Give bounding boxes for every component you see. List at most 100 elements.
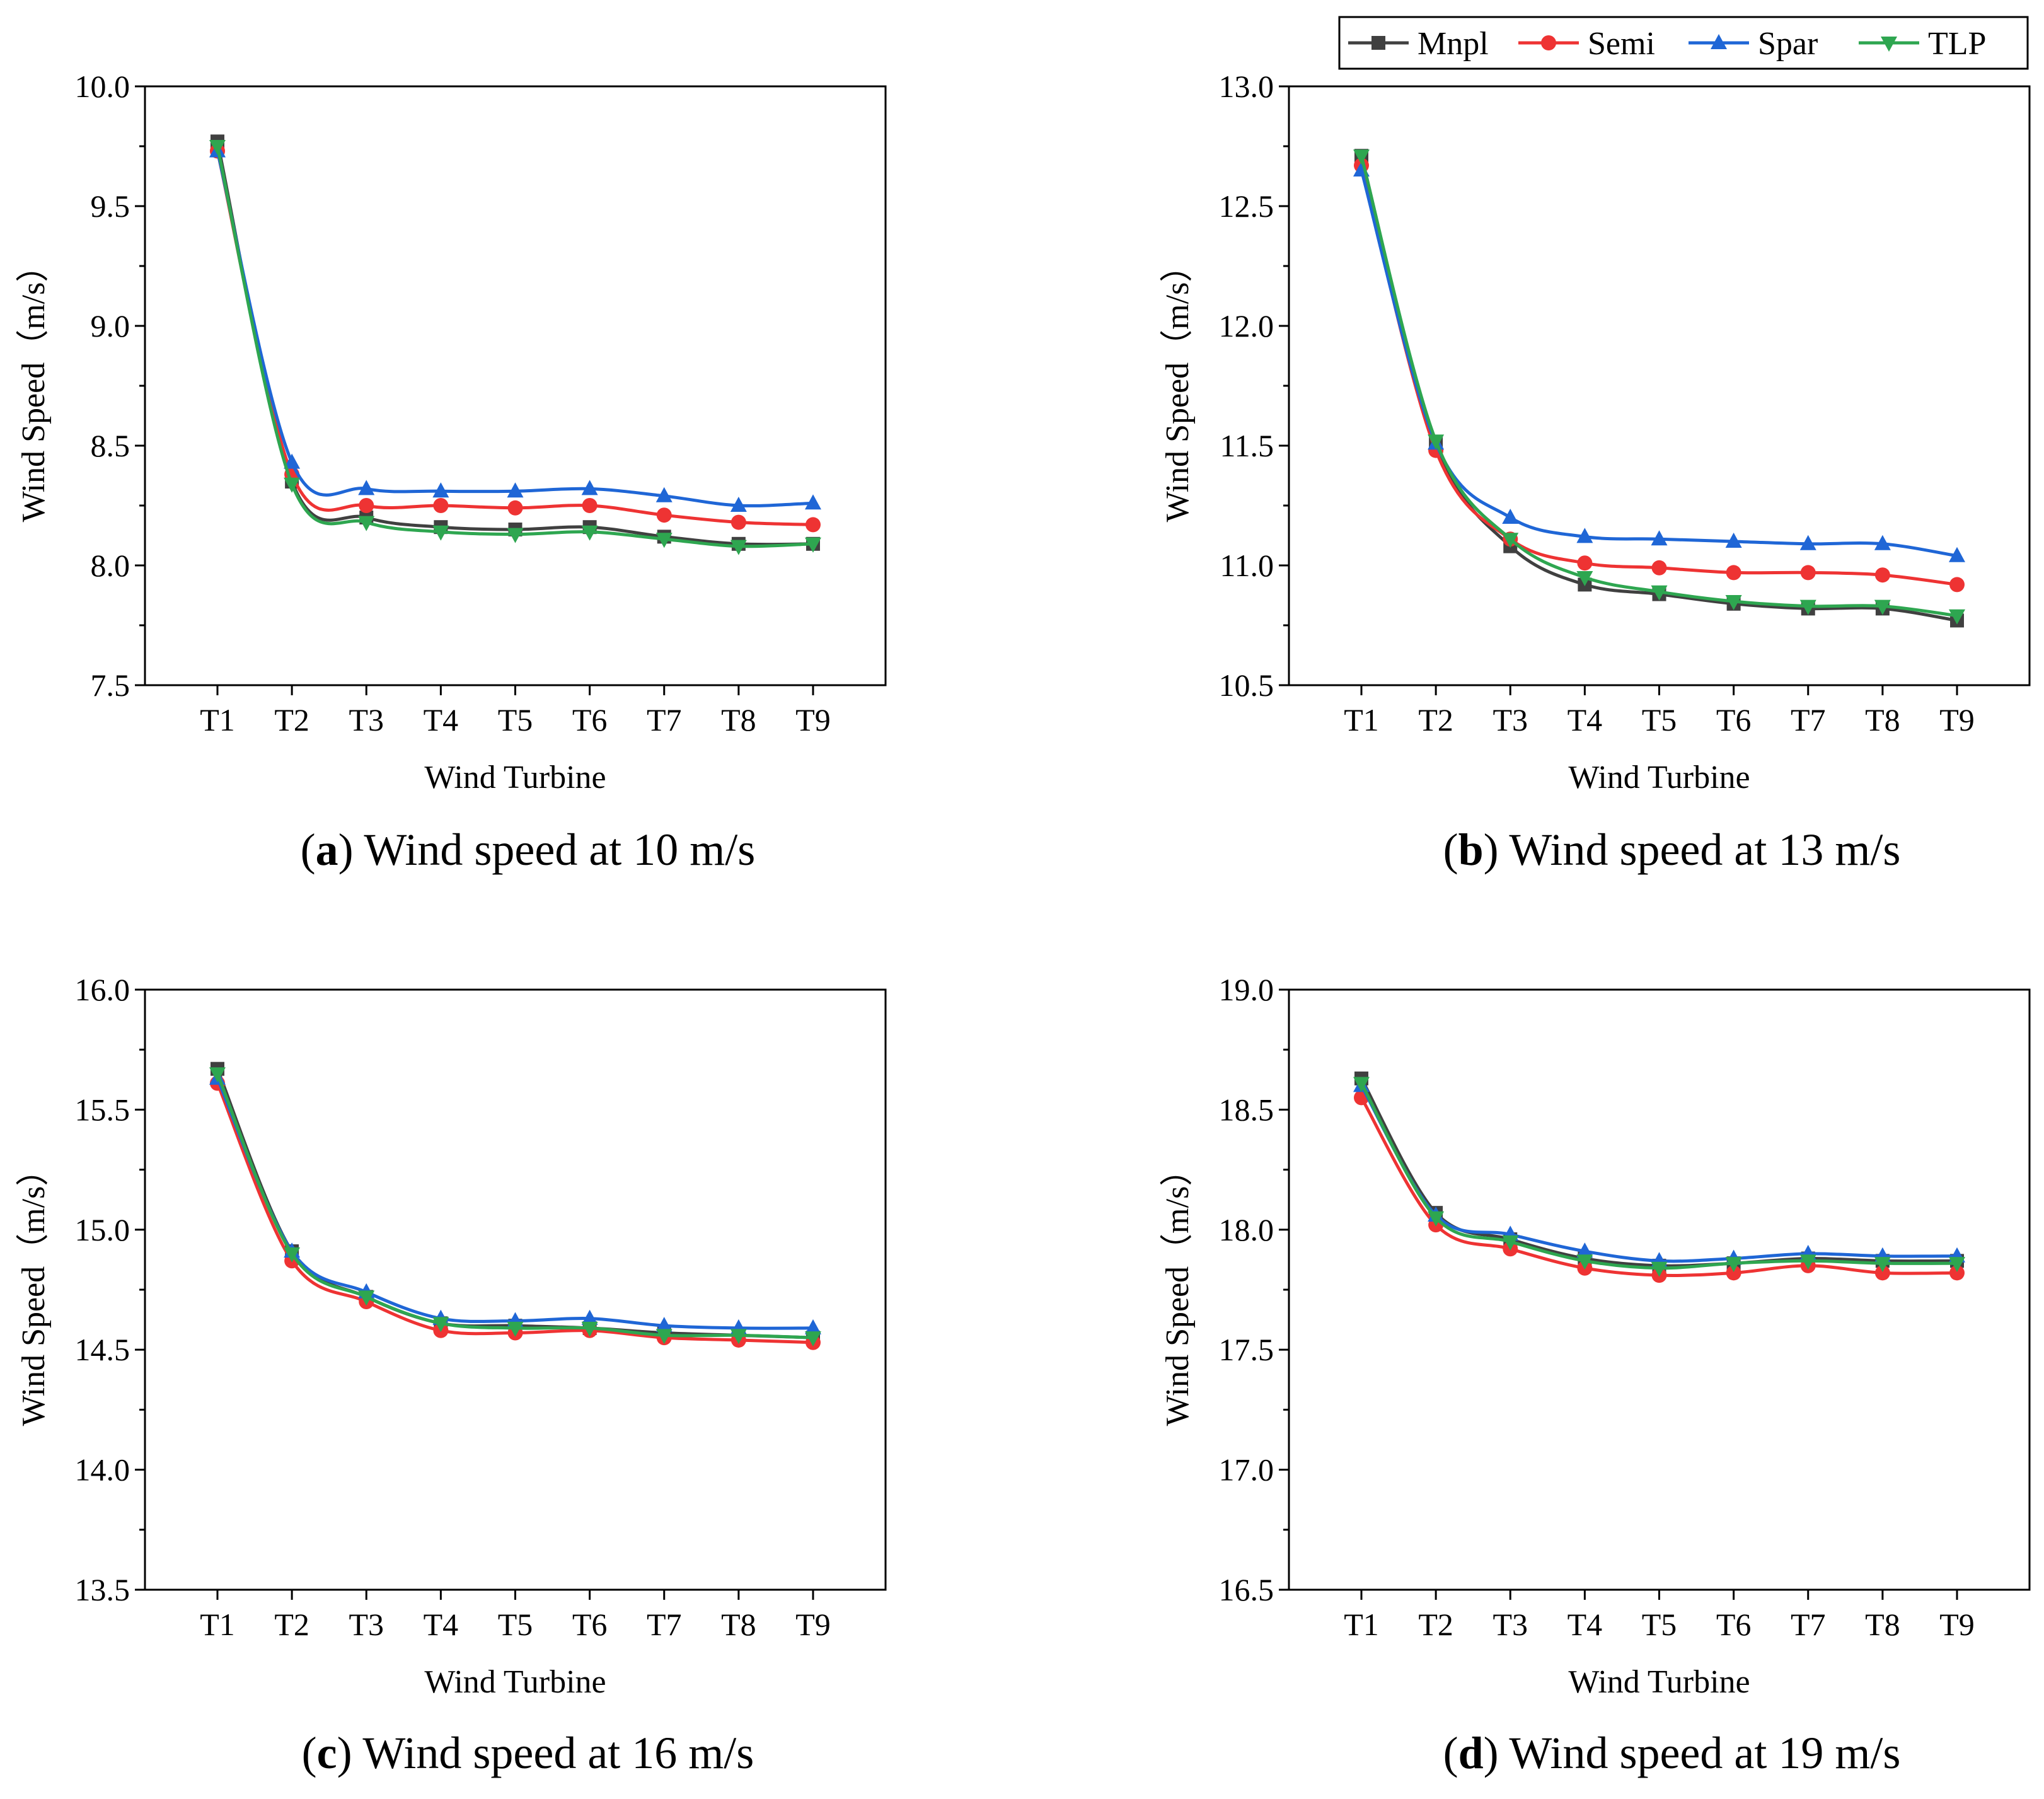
data-point-tlp [581, 525, 598, 541]
caption-text: Wind speed at 13 m/s [1509, 824, 1900, 875]
panel-caption: (d) Wind speed at 19 m/s [1443, 1728, 1901, 1778]
legend-marker [1371, 36, 1385, 50]
y-tick-label: 14.0 [75, 1452, 130, 1488]
plot-frame [144, 85, 887, 686]
y-tick-label: 17.0 [1219, 1452, 1274, 1488]
panel-caption: (a) Wind speed at 10 m/s [301, 824, 756, 875]
data-point-semi [1800, 565, 1816, 581]
caption-paren-close: ) [1484, 824, 1510, 875]
data-point-tlp [730, 1329, 747, 1345]
chart-panel-d: 16.5 17.0 17.5 18.0 18.5 19.0 T1 T2 T3 T4 T5 T6 T7 T8… [1160, 972, 2031, 1778]
x-tick-label: T1 [200, 702, 235, 738]
x-tick-label: T7 [1791, 702, 1826, 738]
x-tick-label: T8 [1865, 1607, 1900, 1642]
x-axis-label: Wind Turbine [424, 1664, 606, 1700]
data-point-semi [582, 498, 598, 513]
legend-label: Mnpl [1418, 26, 1489, 62]
legend-marker [1711, 34, 1727, 49]
plot-frame [1288, 988, 2031, 1591]
x-tick-label: T3 [349, 1607, 384, 1642]
y-tick-label: 19.0 [1219, 972, 1274, 1007]
series-line-semi [216, 1082, 814, 1345]
data-point-semi [359, 498, 374, 513]
y-tick-label: 10.0 [75, 69, 130, 104]
data-point-spar [1576, 1242, 1593, 1258]
data-point-semi [433, 498, 449, 513]
x-tick-label: T7 [647, 1607, 682, 1642]
caption-paren-open: ( [1443, 824, 1458, 875]
data-point-spar [432, 482, 449, 498]
series-line-semi [1360, 165, 1958, 586]
data-point-tlp [358, 1290, 375, 1306]
series-spar [209, 1069, 821, 1334]
data-point-semi [656, 507, 672, 523]
caption-text: Wind speed at 10 m/s [364, 824, 755, 875]
series-tlp [1353, 149, 1965, 625]
x-tick-label: T1 [1344, 702, 1379, 738]
series-line-spar [216, 151, 814, 507]
series-line-spar [216, 1077, 814, 1330]
y-tick-label: 15.0 [75, 1212, 130, 1247]
series-mnpl [211, 1061, 820, 1345]
chart-panel-c: 13.5 14.0 14.5 15.0 15.5 16.0 T1 T2 T3 T4 T5 T6 T7 T8… [16, 972, 887, 1778]
series-line-tlp [216, 146, 814, 548]
y-tick-label: 8.0 [91, 548, 130, 583]
data-point-tlp [1428, 1211, 1445, 1227]
data-point-spar [358, 480, 375, 495]
y-tick-label: 11.0 [1220, 548, 1274, 583]
x-tick-label: T5 [498, 1607, 533, 1642]
data-point-spar [1874, 535, 1891, 550]
data-point-semi [1949, 577, 1965, 593]
legend-item-semi: Semi [1518, 26, 1655, 62]
data-point-spar [655, 487, 673, 502]
chart-panel-b: 10.5 11.0 11.5 12.0 12.5 13.0 T1 T2 T3 T4 T5 T6 T7 T8… [1160, 69, 2031, 875]
data-point-spar [805, 494, 821, 510]
x-axis-label: Wind Turbine [424, 760, 606, 795]
series-tlp [209, 1067, 821, 1347]
data-point-spar [507, 482, 524, 498]
data-point-tlp [1651, 1261, 1668, 1277]
x-tick-label: T9 [1939, 702, 1975, 738]
data-point-tlp [1428, 434, 1445, 450]
caption-paren-open: ( [302, 1728, 317, 1778]
data-point-tlp [1799, 1254, 1816, 1270]
x-tick-label: T7 [647, 702, 682, 738]
data-point-tlp [432, 1317, 449, 1333]
data-point-spar [1502, 509, 1519, 524]
y-tick-label: 16.5 [1219, 1572, 1274, 1607]
y-tick-label: 9.5 [91, 188, 130, 224]
legend-item-mnpl: Mnpl [1348, 26, 1489, 62]
data-point-spar [1576, 528, 1593, 543]
x-tick-label: T2 [274, 1607, 309, 1642]
x-tick-label: T5 [498, 702, 533, 738]
data-point-tlp [1651, 585, 1668, 601]
x-tick-label: T3 [1493, 1607, 1528, 1642]
data-point-tlp [284, 477, 301, 493]
legend-marker [1881, 37, 1897, 52]
data-point-tlp [507, 528, 524, 543]
data-point-tlp [209, 140, 226, 155]
legend: Mnpl Semi Spar TLP [1338, 16, 2029, 70]
data-point-tlp [1502, 533, 1519, 548]
data-point-spar [805, 1319, 821, 1334]
x-tick-label: T2 [274, 702, 309, 738]
y-tick-label: 17.5 [1219, 1332, 1274, 1367]
y-tick-label: 9.0 [91, 308, 130, 344]
data-point-spar [1725, 533, 1742, 548]
caption-letter: b [1458, 824, 1484, 875]
data-point-spar [1949, 547, 1965, 562]
y-axis-label: Wind Speed（m/s） [1160, 1154, 1196, 1426]
series-tlp [209, 140, 821, 555]
data-point-tlp [1949, 609, 1965, 625]
series-spar [1353, 1077, 1965, 1268]
plot-frame [144, 988, 887, 1591]
x-tick-label: T3 [349, 702, 384, 738]
x-tick-label: T4 [424, 1607, 459, 1642]
y-tick-label: 10.5 [1219, 668, 1274, 703]
x-tick-label: T6 [1716, 702, 1752, 738]
data-point-semi [1726, 565, 1741, 581]
x-axis-label: Wind Turbine [1568, 1664, 1750, 1700]
y-tick-label: 13.5 [75, 1572, 130, 1607]
data-point-tlp [1576, 1254, 1593, 1270]
data-point-tlp [432, 525, 449, 541]
